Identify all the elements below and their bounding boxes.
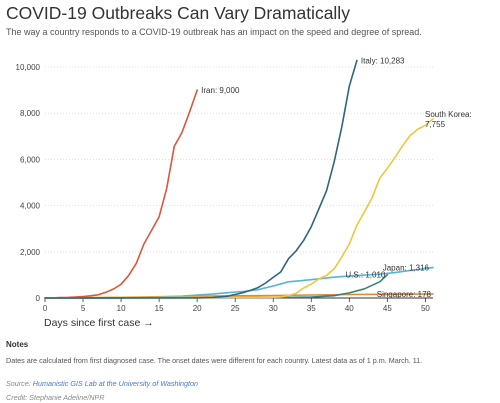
series-label-us: U.S.: 1,010 [345,271,386,280]
series-label-iran: Iran: 9,000 [201,86,240,95]
source-prefix: Source: [6,379,33,388]
y-tick-label: 10,000 [16,63,41,72]
x-tick-label: 20 [193,304,202,313]
x-tick-label: 0 [43,304,48,313]
x-tick-label: 25 [231,304,240,313]
series-label-south-korea: South Korea: [425,110,472,119]
y-tick-label: 6,000 [20,155,41,164]
series-line-south-korea [44,118,434,299]
series-label-south-korea-value: 7,755 [425,120,446,129]
line-chart: 0 2,000 4,000 6,000 8,000 10,000 0 5 10 15 20 25 30 3… [16,56,472,313]
x-tick-label: 40 [345,304,354,313]
x-tick-label: 5 [81,304,86,313]
series-label-singapore: Singapore: 178 [377,290,432,299]
series-label-italy: Italy: 10,283 [361,56,405,65]
source-link[interactable]: Humanistic GIS Lab at the University of … [32,379,199,388]
y-tick-label: 2,000 [20,248,41,257]
notes-heading: Notes [6,340,29,349]
x-axis-label: Days since first case → [44,317,154,329]
x-tick-label: 50 [421,304,430,313]
notes-text: Dates are calculated from first diagnose… [6,356,423,365]
series-label-japan: Japan: 1,316 [383,264,430,273]
credit-line: Credit: Stephanie Adeline/NPR [6,393,105,402]
chart-subtitle: The way a country responds to a COVID-19… [6,27,422,37]
x-tick-label: 35 [307,304,316,313]
source-line: Source: Humanistic GIS Lab at the Univer… [6,379,198,388]
x-tick-label: 30 [269,304,278,313]
y-tick-label: 0 [36,294,41,303]
x-tick-label: 45 [383,304,392,313]
y-tick-label: 4,000 [20,202,41,211]
x-tick-label: 10 [117,304,126,313]
chart-title: COVID-19 Outbreaks Can Vary Dramatically [6,3,350,23]
y-tick-label: 8,000 [20,109,41,118]
series-line-iran [44,89,198,299]
x-tick-label: 15 [155,304,164,313]
series-line-italy [44,59,358,299]
